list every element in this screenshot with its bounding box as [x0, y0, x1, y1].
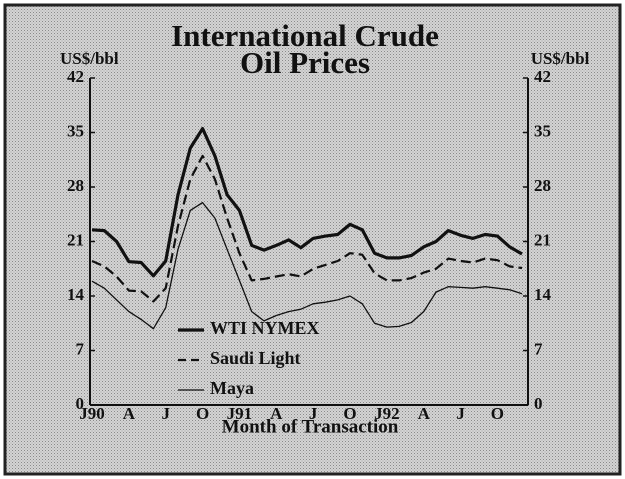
- x-tick-label: O: [491, 404, 504, 423]
- x-tick-label: J91: [227, 404, 253, 423]
- y-tick-label: 35: [67, 121, 84, 140]
- x-axis-label: Month of Transaction: [222, 416, 399, 437]
- y2-tick-label: 35: [534, 121, 551, 140]
- y2-tick-label: 14: [534, 285, 552, 304]
- y-axis-label: US$/bbl: [60, 49, 119, 68]
- y-tick-label: 28: [67, 176, 84, 195]
- x-tick-label: J92: [374, 404, 400, 423]
- chart-title: International Crude Oil Prices: [171, 18, 439, 80]
- y2-tick-label: 42: [534, 67, 551, 86]
- legend-label: Saudi Light: [210, 348, 301, 368]
- series-line: [91, 127, 523, 278]
- y-tick-label: 21: [67, 230, 84, 249]
- x-tick-label: J: [309, 404, 318, 423]
- x-tick-label: J: [456, 404, 465, 423]
- y-tick-label: 7: [76, 339, 85, 358]
- x-tick-label: O: [196, 404, 209, 423]
- legend-label: WTI NYMEX: [210, 318, 320, 338]
- y-tick-label: 0: [76, 394, 85, 413]
- x-tick-label: A: [270, 404, 283, 423]
- x-tick-label: J90: [79, 404, 105, 423]
- x-tick-label: A: [418, 404, 431, 423]
- y2-axis-label: US$/bbl: [531, 49, 590, 68]
- series-line: [91, 154, 523, 303]
- series-line: [91, 201, 523, 330]
- x-tick-label: J: [161, 404, 170, 423]
- x-tick-label: O: [343, 404, 356, 423]
- x-tick-label: A: [123, 404, 136, 423]
- y2-tick-label: 0: [534, 394, 543, 413]
- y2-tick-label: 28: [534, 176, 551, 195]
- y-tick-label: 42: [67, 67, 84, 86]
- y2-tick-label: 7: [534, 339, 543, 358]
- legend-label: Maya: [210, 378, 254, 398]
- y2-tick-label: 21: [534, 230, 551, 249]
- y-tick-label: 14: [67, 285, 85, 304]
